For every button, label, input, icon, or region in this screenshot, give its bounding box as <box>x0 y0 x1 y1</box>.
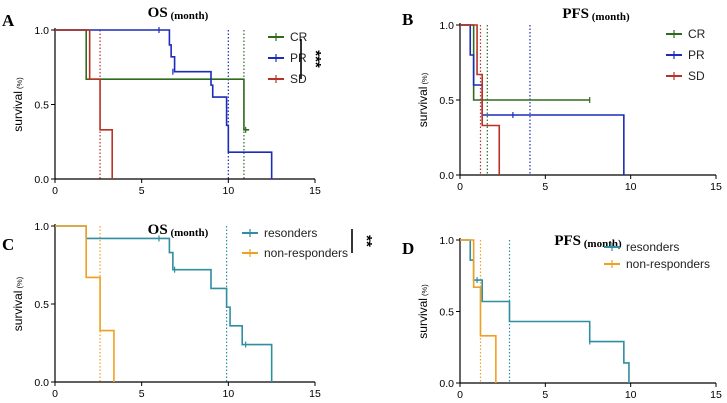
panel-c-title: OS (month) <box>148 222 209 239</box>
panel-a-series-line <box>55 29 273 179</box>
panel-c-ylabel-unit: (%) <box>15 276 24 290</box>
panel-c-series-line <box>55 225 273 382</box>
panel-b-title: PFS (month) <box>562 6 630 23</box>
panel-d-xtick-label: 15 <box>710 389 722 401</box>
panel-a-legend-label: PR <box>290 51 307 65</box>
panel-c-legend-label: resonders <box>264 226 317 240</box>
panel-a-xtick-label: 15 <box>309 185 321 197</box>
panel-a-title-main: OS <box>148 5 168 21</box>
panel-d-series-line <box>460 239 630 383</box>
panel-a-significance-stars: *** <box>307 50 324 68</box>
panel-d-ylabel-unit: (%) <box>420 284 429 298</box>
panel-c-xtick-label: 5 <box>139 388 145 400</box>
panel-b-ylabel-unit: (%) <box>420 72 429 86</box>
panel-d-title-main: PFS <box>554 233 581 249</box>
panel-b-series-line <box>460 24 625 175</box>
panel-a-letter: A <box>2 11 15 30</box>
panel-d-xtick-label: 0 <box>457 389 463 401</box>
panel-c-series-line <box>55 225 115 382</box>
panel-d-xtick-label: 5 <box>542 389 548 401</box>
panel-a-ylabel-main: survival <box>11 91 25 132</box>
panel-b-xtick-label: 10 <box>625 181 637 193</box>
panel-c-ylabel-main: survival <box>11 291 25 332</box>
panel-c-significance-stars: ** <box>358 235 375 247</box>
panel-d-ytick-label: 1.0 <box>439 235 454 247</box>
panel-b-letter: B <box>402 10 413 29</box>
panel-d-legend-label: non-responders <box>626 257 710 271</box>
panel-c-title-main: OS <box>148 222 168 238</box>
panel-b-ytick-label: 1.0 <box>439 20 454 32</box>
panel-d-series-line <box>460 239 497 383</box>
panel-a-ytick-label: 1.0 <box>34 25 49 37</box>
panel-a-xtick-label: 0 <box>52 185 58 197</box>
panel-c-ytick-label: 1.0 <box>34 221 49 233</box>
panel-b-legend-label: PR <box>688 48 705 62</box>
panel-c-xtick-label: 0 <box>52 388 58 400</box>
panel-b-ytick-label: 0.0 <box>439 170 454 182</box>
panel-a-ylabel-unit: (%) <box>15 77 24 91</box>
panel-d-xtick-label: 10 <box>625 389 637 401</box>
panel-a-title-unit: (month) <box>168 10 209 22</box>
panel-a-ylabel: survival (%) <box>11 77 25 132</box>
panel-a-xtick-label: 5 <box>139 185 145 197</box>
panel-d-legend-label: resonders <box>626 240 679 254</box>
panel-d-ytick-label: 0.0 <box>439 378 454 390</box>
panel-d-ylabel: survival (%) <box>416 284 430 339</box>
panel-c-ytick-label: 0.5 <box>34 299 49 311</box>
panel-b-xtick-label: 15 <box>710 181 722 193</box>
panel-d-letter: D <box>402 239 414 258</box>
panel-b-title-main: PFS <box>562 6 589 22</box>
panel-c-xtick-label: 10 <box>222 388 234 400</box>
panel-b-series-line <box>460 24 590 101</box>
panel-a-legend-label: CR <box>290 30 308 44</box>
panel-a-title: OS (month) <box>148 5 209 22</box>
panel-b-xtick-label: 0 <box>457 181 463 193</box>
panel-a-xtick-label: 10 <box>222 185 234 197</box>
panel-b-legend-label: SD <box>688 69 705 83</box>
panel-d-ylabel-main: survival <box>416 298 430 339</box>
panel-d-title-unit: (month) <box>581 238 622 250</box>
panel-d-ytick-label: 0.5 <box>439 307 454 319</box>
panel-c-xtick-label: 15 <box>309 388 321 400</box>
panel-a-legend-label: SD <box>290 72 307 86</box>
panel-a-ytick-label: 0.0 <box>34 174 49 186</box>
panel-b-legend-label: CR <box>688 27 706 41</box>
panel-c-letter: C <box>2 235 14 254</box>
panel-b-series-line <box>460 24 501 175</box>
panel-b-ytick-label: 0.5 <box>439 95 454 107</box>
panel-b-ylabel: survival (%) <box>416 72 430 127</box>
panel-a-series-line <box>55 29 113 179</box>
panel-b-xtick-label: 5 <box>542 181 548 193</box>
panel-a-series-line <box>55 29 250 131</box>
panel-b-title-unit: (month) <box>589 11 630 23</box>
panel-c-legend-label: non-responders <box>264 246 348 260</box>
panel-c-ytick-label: 0.0 <box>34 377 49 389</box>
panel-c-ylabel: survival (%) <box>11 276 25 331</box>
panel-b-ylabel-main: survival <box>416 87 430 128</box>
panel-c-title-unit: (month) <box>168 227 209 239</box>
panel-a-ytick-label: 0.5 <box>34 100 49 112</box>
